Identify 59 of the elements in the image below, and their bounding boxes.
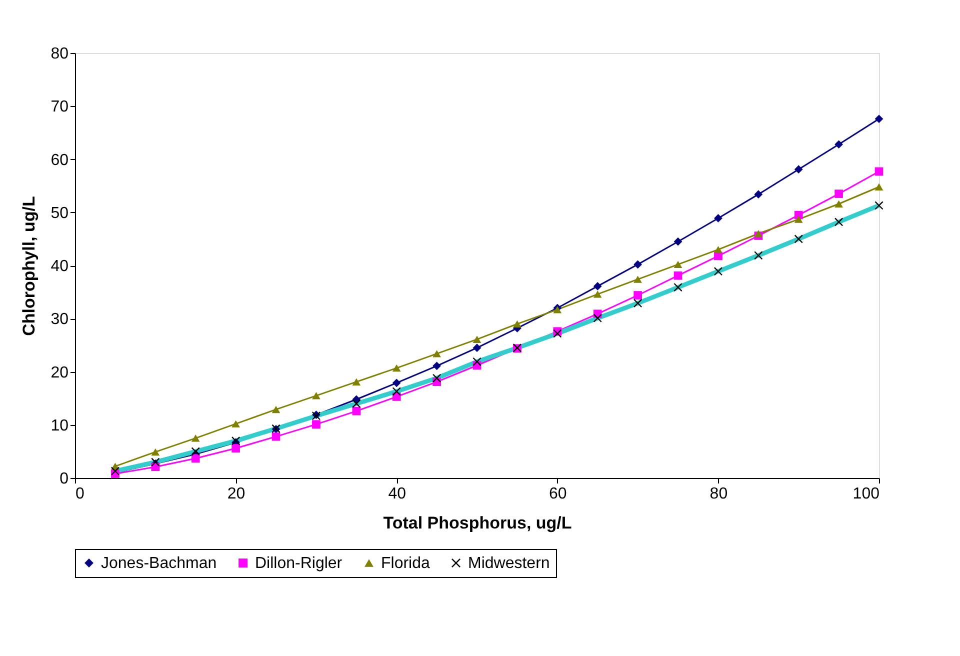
point: [312, 392, 320, 400]
point: [312, 420, 320, 429]
point: [272, 432, 280, 441]
point: [634, 291, 642, 300]
point: [674, 271, 682, 280]
x-axis-title: Total Phosphorus, ug/L: [383, 514, 572, 532]
point: [714, 214, 722, 222]
point: [834, 200, 843, 208]
x-tick-label: 0: [76, 486, 84, 502]
legend-label: Florida: [381, 555, 430, 572]
x-tick-label: 100: [852, 486, 880, 502]
y-tick-label: 10: [50, 417, 69, 434]
y-tick-label: 80: [50, 46, 69, 62]
x-tick-label: 60: [549, 486, 567, 502]
point: [352, 378, 361, 386]
x-tick-label: 20: [227, 486, 246, 502]
point: [674, 237, 682, 246]
point: [392, 364, 401, 372]
point: [674, 260, 682, 268]
point: [513, 320, 522, 328]
point: [834, 190, 843, 198]
legend-label: Jones-Bachman: [101, 555, 217, 572]
point: [874, 167, 884, 176]
point: [593, 282, 602, 290]
y-tick-label: 70: [50, 98, 69, 116]
point: [392, 378, 401, 388]
y-tick-label: 60: [50, 152, 69, 169]
point: [472, 336, 482, 343]
x-tick-label: 40: [388, 486, 406, 502]
legend-label: Midwestern: [468, 555, 550, 572]
point: [352, 406, 361, 416]
point: [191, 454, 200, 463]
point: [432, 362, 441, 370]
y-tick-label: 20: [50, 364, 69, 382]
point: [472, 344, 482, 352]
y-axis-title: Chlorophyll, ug/L: [20, 196, 39, 336]
x-tick-label: 80: [710, 486, 728, 502]
point: [232, 444, 240, 452]
point: [874, 183, 884, 190]
point: [834, 140, 843, 149]
point: [754, 230, 763, 238]
point: [232, 420, 240, 428]
point: [794, 216, 803, 223]
point: [714, 246, 722, 254]
y-tick-label: 50: [50, 204, 69, 222]
point: [634, 260, 642, 269]
point: [874, 114, 884, 124]
y-tick-label: 30: [50, 311, 69, 328]
point: [432, 350, 441, 358]
y-tick-label: 0: [60, 470, 69, 488]
y-tick-label: 40: [50, 258, 69, 275]
point: [634, 276, 642, 283]
point: [191, 434, 200, 442]
point: [754, 190, 763, 198]
point: [593, 290, 602, 298]
point: [272, 406, 280, 414]
point: [151, 448, 160, 456]
legend-label: Dillon-Rigler: [255, 555, 343, 572]
point: [794, 165, 803, 174]
